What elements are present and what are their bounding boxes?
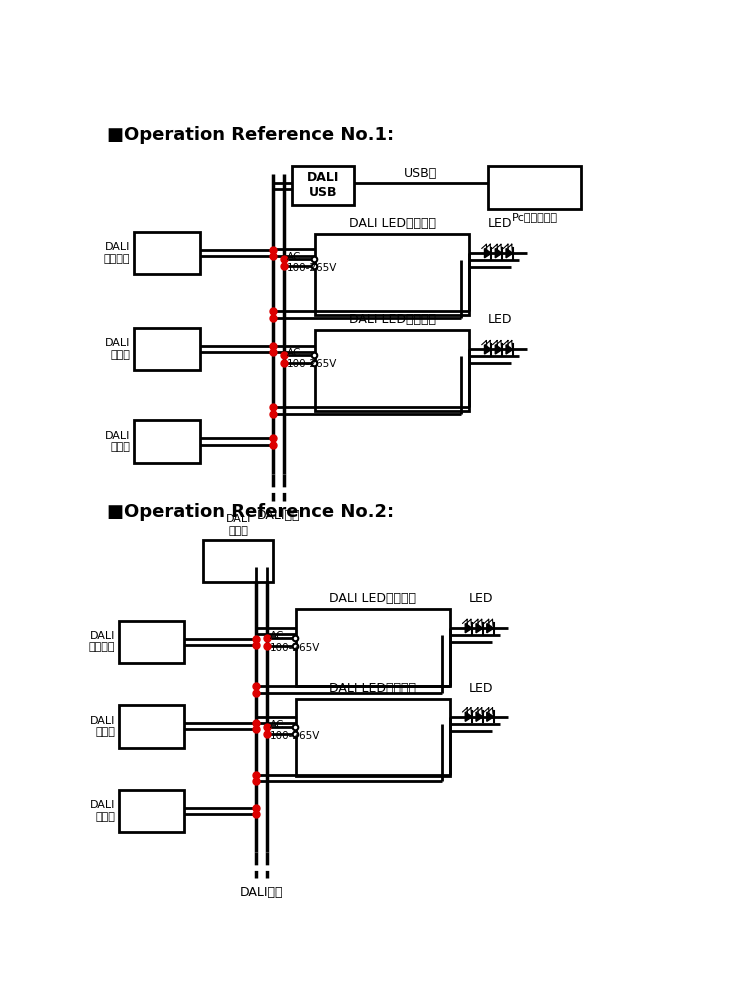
- Polygon shape: [465, 712, 472, 721]
- Polygon shape: [495, 249, 502, 258]
- Bar: [134, 232, 200, 274]
- Bar: [134, 328, 200, 370]
- Text: Pc机（电脑）: Pc机（电脑）: [512, 212, 557, 222]
- Text: AC
100-265V: AC 100-265V: [270, 720, 320, 741]
- Bar: [315, 330, 469, 411]
- Text: USB线: USB线: [404, 167, 437, 180]
- Bar: [296, 609, 450, 686]
- Polygon shape: [476, 712, 483, 721]
- Bar: [134, 420, 200, 463]
- Text: DALI
调光器: DALI 调光器: [105, 338, 130, 360]
- Text: ■Operation Reference No.1:: ■Operation Reference No.1:: [107, 126, 394, 144]
- Bar: [118, 705, 184, 748]
- Text: AC
100-265V: AC 100-265V: [286, 348, 337, 369]
- Text: DALI
控制器: DALI 控制器: [226, 514, 251, 536]
- Text: LED: LED: [468, 682, 493, 695]
- Bar: [296, 699, 450, 776]
- Text: DALI LED调光电源: DALI LED调光电源: [329, 592, 416, 605]
- Text: ■Operation Reference No.2:: ■Operation Reference No.2:: [107, 503, 394, 521]
- Polygon shape: [495, 345, 502, 354]
- Polygon shape: [465, 624, 472, 633]
- Text: AC
100-265V: AC 100-265V: [286, 252, 337, 273]
- Text: DALI LED调光电源: DALI LED调光电源: [329, 682, 416, 695]
- Polygon shape: [476, 624, 483, 633]
- Bar: [118, 620, 184, 663]
- Text: LED: LED: [488, 313, 512, 326]
- Text: DALI
USB: DALI USB: [307, 171, 339, 199]
- Text: DALI LED调光电源: DALI LED调光电源: [349, 217, 436, 230]
- Bar: [315, 234, 469, 315]
- Text: LED: LED: [488, 217, 512, 230]
- Polygon shape: [487, 624, 494, 633]
- Bar: [203, 540, 273, 582]
- Polygon shape: [487, 712, 494, 721]
- Bar: [118, 790, 184, 832]
- Polygon shape: [484, 345, 491, 354]
- Text: AC
100-265V: AC 100-265V: [270, 631, 320, 653]
- Text: DALI
总线电源: DALI 总线电源: [104, 242, 130, 264]
- Text: DALI
调光器: DALI 调光器: [89, 716, 115, 737]
- Bar: [292, 166, 353, 205]
- Polygon shape: [506, 345, 513, 354]
- Text: DALI
总线电源: DALI 总线电源: [88, 631, 115, 652]
- Text: LED: LED: [468, 592, 493, 605]
- Bar: [488, 166, 580, 209]
- Text: DALI
调光器: DALI 调光器: [89, 800, 115, 822]
- Text: DALI总线: DALI总线: [240, 886, 284, 899]
- Text: DALI总线: DALI总线: [256, 509, 300, 522]
- Polygon shape: [506, 249, 513, 258]
- Text: DALI LED调光电源: DALI LED调光电源: [349, 313, 436, 326]
- Text: DALI
调光器: DALI 调光器: [105, 431, 130, 452]
- Polygon shape: [484, 249, 491, 258]
